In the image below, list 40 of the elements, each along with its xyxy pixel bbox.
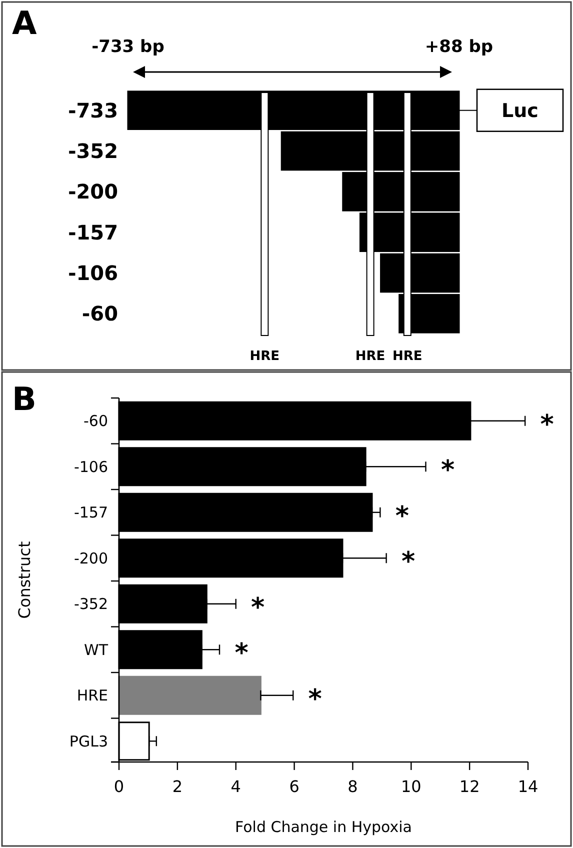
text: Luc — [502, 100, 538, 122]
y-tick-label: -733 — [68, 98, 118, 122]
x-tick-label: 8 — [348, 777, 358, 796]
ref-line-label: HRE — [392, 349, 422, 364]
y-tick-label: PGL3 — [69, 732, 108, 750]
y-tick-label: -106 — [68, 261, 118, 285]
x-tick-label: 10 — [400, 777, 422, 796]
x-tick-label: 14 — [518, 777, 538, 796]
annotation: * — [440, 456, 455, 486]
x-tick-label: 0 — [114, 777, 124, 796]
y-tick-label: -60 — [84, 412, 108, 430]
x-tick-label: -733 bp — [92, 37, 164, 57]
annotation: * — [402, 547, 416, 578]
y-tick-label: -200 — [74, 549, 108, 568]
y-tick-label: -157 — [74, 504, 108, 522]
y-tick-label: -352 — [68, 139, 118, 163]
y-tick-label: -157 — [68, 220, 118, 244]
annotation: * — [308, 684, 322, 714]
x-tick-label: +88 bp — [424, 37, 494, 57]
y-tick-label: -200 — [68, 180, 118, 204]
x-tick-label: 6 — [289, 777, 300, 796]
chart-title: A — [12, 4, 37, 42]
y-tick-label: -106 — [74, 458, 108, 476]
x-tick-label: 4 — [230, 777, 241, 796]
chart-title: B — [12, 380, 36, 418]
y-tick-label: -60 — [82, 302, 118, 326]
y-tick-label: WT — [84, 640, 109, 659]
annotation: * — [540, 410, 554, 440]
y-tick-label: -352 — [74, 595, 108, 614]
x-axis-title: Fold Change in Hypoxia — [235, 818, 412, 836]
x-tick-label: 12 — [459, 777, 480, 796]
ref-line-label: HRE — [250, 349, 280, 364]
annotation: * — [251, 592, 266, 623]
annotation: * — [234, 638, 249, 669]
y-tick-label: HRE — [76, 686, 108, 705]
y-axis-title: Construct — [15, 541, 34, 619]
annotation: * — [395, 501, 410, 532]
ref-line-label: HRE — [355, 349, 386, 364]
bar — [118, 676, 262, 715]
x-tick-label: 2 — [172, 777, 183, 796]
